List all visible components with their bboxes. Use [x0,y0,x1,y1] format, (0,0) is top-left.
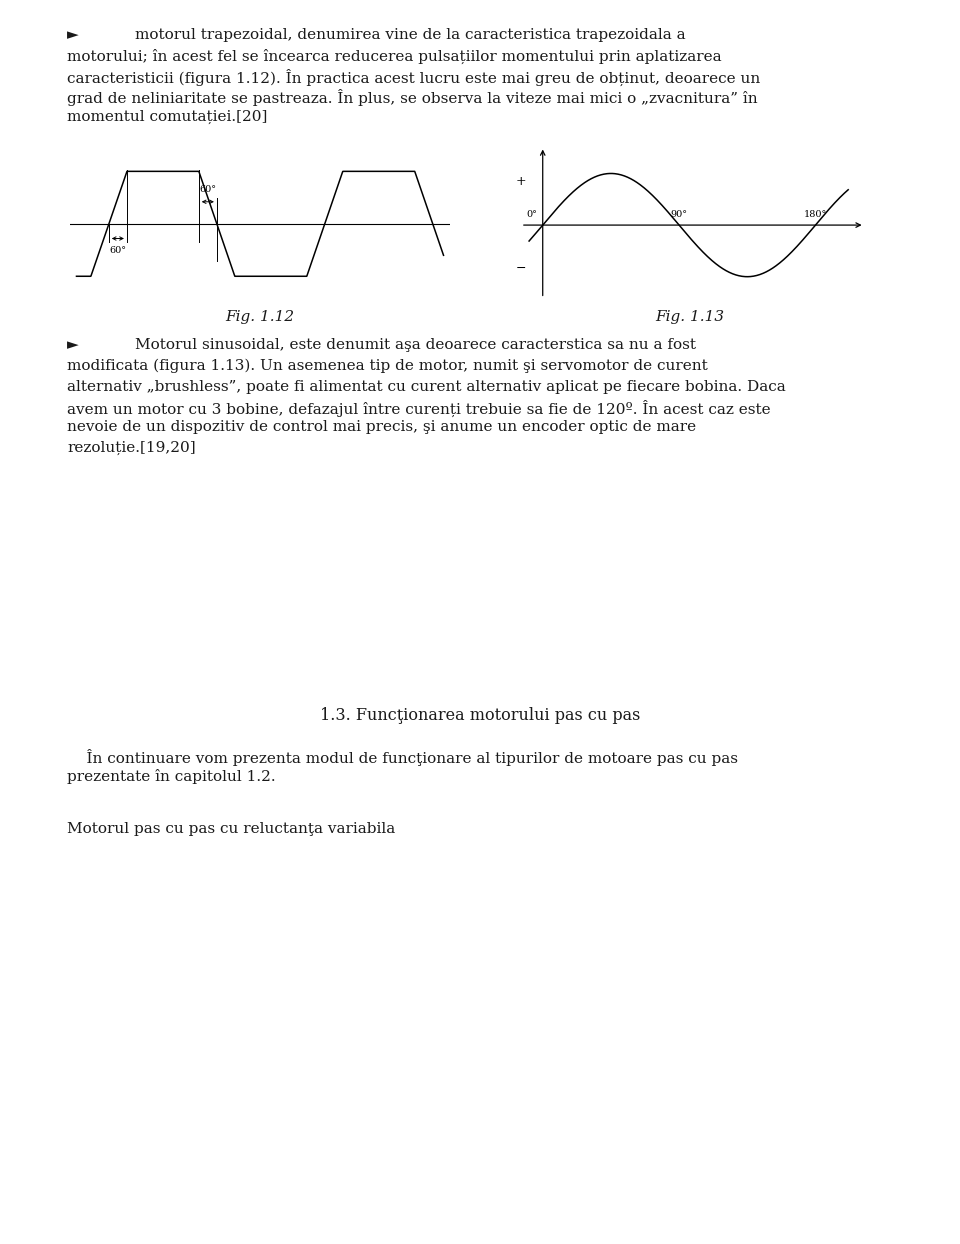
Text: alternativ „brushless”, poate fi alimentat cu curent alternativ aplicat pe fieca: alternativ „brushless”, poate fi aliment… [67,379,785,393]
Text: 60°: 60° [109,246,127,255]
Text: prezentate în capitolul 1.2.: prezentate în capitolul 1.2. [67,769,276,784]
Text: 180°: 180° [804,210,828,219]
Text: Fig. 1.12: Fig. 1.12 [226,311,295,325]
Text: 90°: 90° [671,210,687,219]
Text: momentul comutației.[20]: momentul comutației.[20] [67,109,268,124]
Text: 1.3. Funcţionarea motorului pas cu pas: 1.3. Funcţionarea motorului pas cu pas [320,707,640,724]
Text: motorului; în acest fel se încearca reducerea pulsațiilor momentului prin aplati: motorului; în acest fel se încearca redu… [67,49,722,63]
Text: Motorul sinusoidal, este denumit aşa deoarece caracterstica sa nu a fost: Motorul sinusoidal, este denumit aşa deo… [135,338,696,352]
Text: modificata (figura 1.13). Un asemenea tip de motor, numit şi servomotor de curen: modificata (figura 1.13). Un asemenea ti… [67,360,708,373]
Text: +: + [516,174,526,188]
Text: ►: ► [67,29,79,42]
Text: avem un motor cu 3 bobine, defazajul între curenți trebuie sa fie de 120º. În ac: avem un motor cu 3 bobine, defazajul înt… [67,401,771,417]
Text: grad de neliniaritate se pastreaza. În plus, se observa la viteze mai mici o „zv: grad de neliniaritate se pastreaza. În p… [67,90,757,107]
Text: Motorul pas cu pas cu reluctanţa variabila: Motorul pas cu pas cu reluctanţa variabi… [67,821,396,836]
Text: Fig. 1.13: Fig. 1.13 [656,311,725,325]
Text: nevoie de un dispozitiv de control mai precis, şi anume un encoder optic de mare: nevoie de un dispozitiv de control mai p… [67,420,696,434]
Text: 0°: 0° [526,210,538,219]
Text: ►: ► [67,338,79,352]
Text: 60°: 60° [200,185,216,194]
Text: rezoluție.[19,20]: rezoluție.[19,20] [67,442,196,455]
Text: În continuare vom prezenta modul de funcţionare al tipurilor de motoare pas cu p: În continuare vom prezenta modul de func… [67,749,738,765]
Text: −: − [516,262,526,275]
Text: motorul trapezoidal, denumirea vine de la caracteristica trapezoidala a: motorul trapezoidal, denumirea vine de l… [135,29,685,42]
Text: caracteristicii (figura 1.12). În practica acest lucru este mai greu de obținut,: caracteristicii (figura 1.12). În practi… [67,68,760,86]
